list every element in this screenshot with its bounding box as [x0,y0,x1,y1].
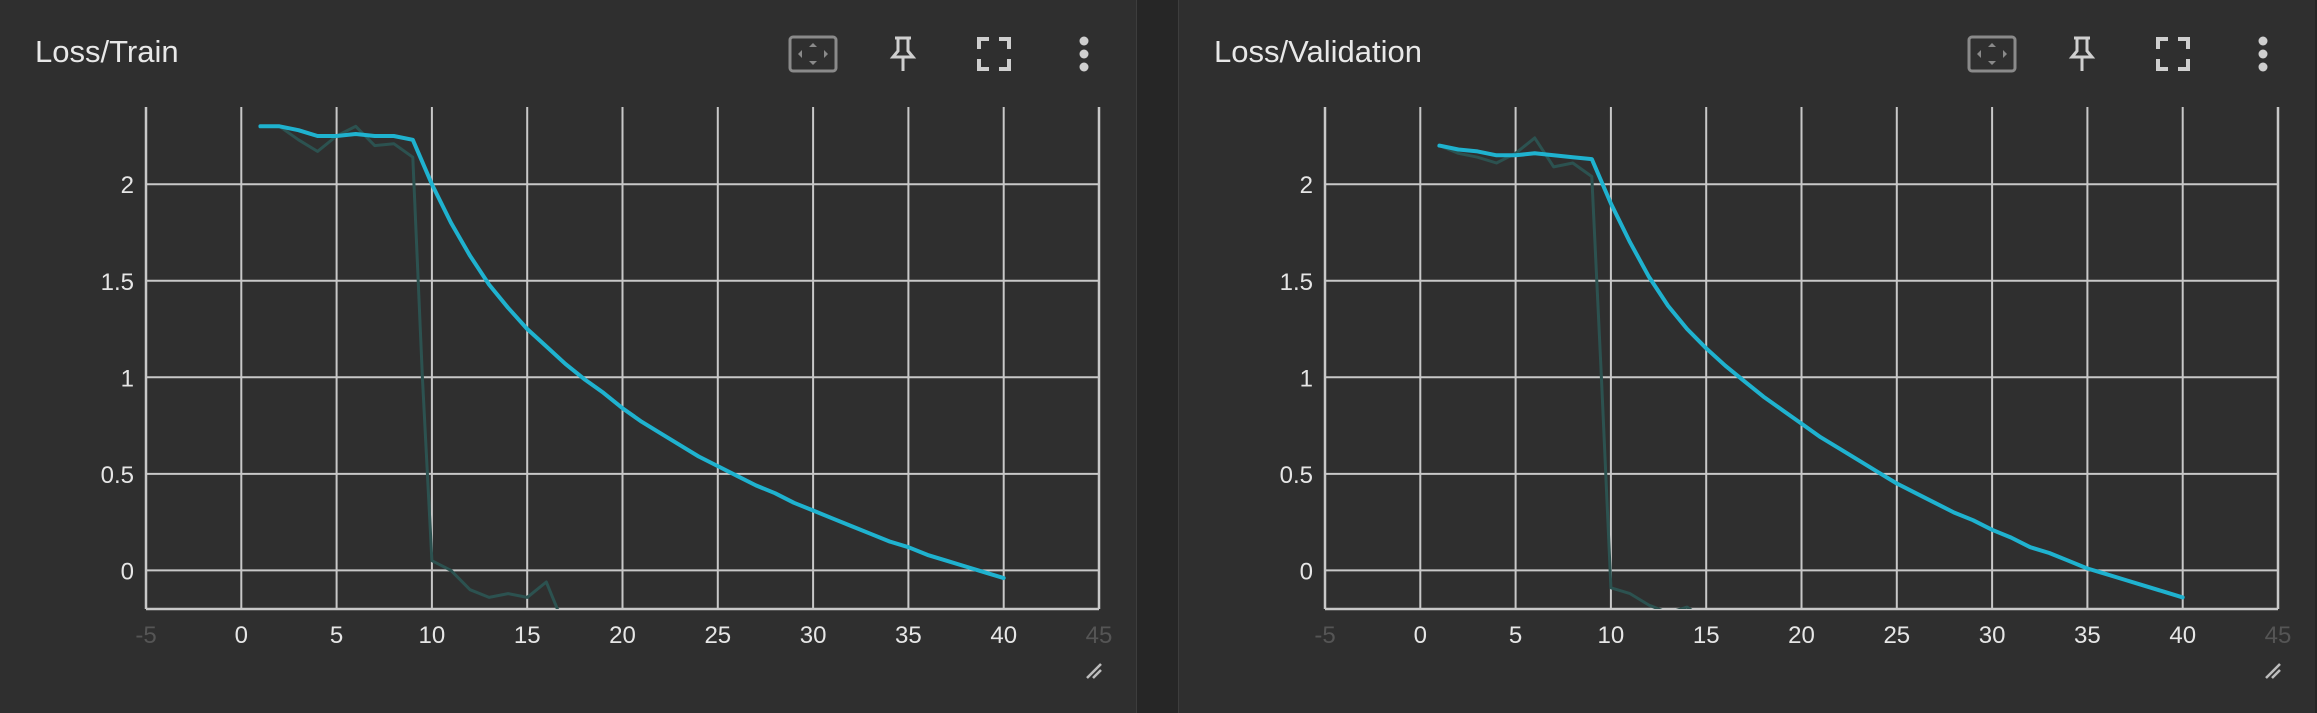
fit-domain-icon [788,35,838,73]
x-tick-label: 20 [1788,622,1815,649]
y-tick-label: 1 [121,365,134,392]
fullscreen-button[interactable] [2147,32,2199,76]
x-tick-label: 5 [330,622,343,649]
x-tick-label: 40 [990,622,1017,649]
x-tick-label: 45 [1086,622,1113,649]
x-tick-label: 15 [1693,622,1720,649]
x-tick-label: 15 [514,622,541,649]
y-tick-label: 0 [121,558,134,585]
x-tick-label: 40 [2169,622,2196,649]
resize-handle-icon[interactable] [2265,663,2281,679]
x-tick-label: 25 [704,622,731,649]
line-chart: -5 0 5 10 15 20 25 30 35 40 45 0 0.5 1 1.5 2 [1280,107,2292,679]
fullscreen-button[interactable] [968,32,1020,76]
x-tick-label: 30 [1979,622,2006,649]
x-tick-label: 35 [2074,622,2101,649]
chart-title: Loss/Train [35,34,179,69]
x-tick-label: 5 [1509,622,1522,649]
pin-button[interactable] [2056,32,2108,76]
y-tick-label: 2 [1300,172,1313,199]
pin-icon [889,36,917,71]
y-tick-label: 2 [121,172,134,199]
x-tick-label: 45 [2265,622,2292,649]
x-tick-label: -5 [135,622,156,649]
y-tick-label: 0.5 [1280,462,1313,489]
y-tick-label: 0 [1300,558,1313,585]
chart-card-train: Loss/Train -5 0 5 10 15 20 25 30 35 40 45 0 0.5 1 1.5 2 [0,0,1137,713]
x-tick-label: 10 [419,622,446,649]
more-options-button[interactable] [1058,32,1110,76]
more-options-button[interactable] [2237,32,2289,76]
smoothed-series-line [258,124,1006,581]
x-tick-label: 0 [1414,622,1427,649]
pin-icon [2068,36,2096,71]
y-tick-label: 1 [1300,365,1313,392]
y-tick-label: 0.5 [101,462,134,489]
pin-button[interactable] [877,32,929,76]
x-tick-label: -5 [1314,622,1335,649]
x-tick-label: 0 [235,622,248,649]
y-tick-label: 1.5 [1280,269,1313,296]
chart-title: Loss/Validation [1214,34,1422,69]
raw-series-line [1437,136,1693,609]
line-chart: -5 0 5 10 15 20 25 30 35 40 45 0 0.5 1 1.5 2 [101,107,1113,679]
resize-handle-icon[interactable] [1086,663,1102,679]
y-tick-label: 1.5 [101,269,134,296]
fullscreen-icon [2156,37,2190,71]
x-tick-label: 30 [800,622,827,649]
x-tick-label: 10 [1598,622,1625,649]
fit-domain-button[interactable] [1966,32,2018,76]
x-tick-label: 20 [609,622,636,649]
chart-card-validation: Loss/Validation -5 0 5 10 15 20 25 30 35 40 45 0 0.5… [1178,0,2315,713]
x-tick-label: 25 [1883,622,1910,649]
x-tick-label: 35 [895,622,922,649]
more-vert-icon [2258,36,2268,72]
more-vert-icon [1079,36,1089,72]
raw-series-line [258,124,560,609]
smoothed-series-line [1437,143,2185,600]
fit-domain-icon [1967,35,2017,73]
fit-domain-button[interactable] [787,32,839,76]
fullscreen-icon [977,37,1011,71]
